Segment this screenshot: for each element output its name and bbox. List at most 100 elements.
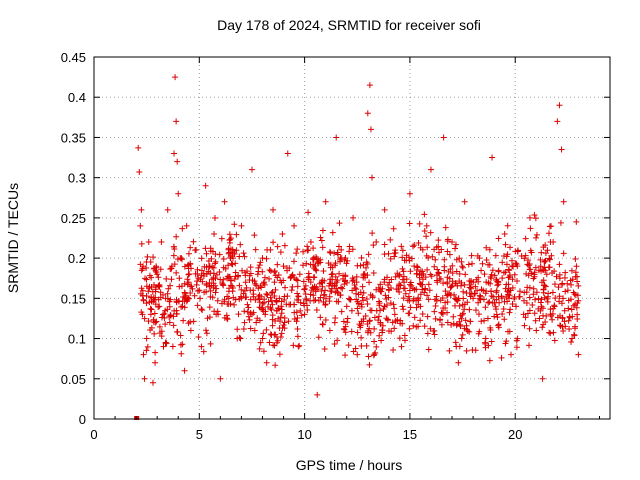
data-point [251, 232, 258, 239]
data-point [344, 257, 351, 264]
data-point [216, 269, 223, 276]
data-point [236, 253, 243, 260]
data-point [415, 240, 422, 247]
data-point [427, 325, 434, 332]
data-point [332, 262, 339, 269]
data-point [411, 242, 418, 249]
data-point [504, 222, 511, 229]
data-point [231, 221, 238, 228]
data-point [139, 292, 146, 299]
data-point [247, 264, 254, 271]
data-point [187, 327, 194, 334]
data-point [302, 290, 309, 297]
data-point [264, 246, 271, 253]
data-point [539, 375, 546, 382]
data-point [234, 335, 241, 342]
data-point [137, 222, 144, 229]
data-point [221, 198, 228, 205]
data-point [322, 316, 329, 323]
data-point [198, 255, 205, 262]
data-point [459, 331, 466, 338]
data-point [199, 278, 206, 285]
data-point [155, 274, 162, 281]
data-point [384, 317, 391, 324]
data-point [193, 281, 200, 288]
data-point [281, 325, 288, 332]
data-point [140, 263, 147, 270]
data-point [364, 110, 371, 117]
data-point [352, 284, 359, 291]
data-point [444, 298, 451, 305]
data-point [149, 379, 156, 386]
data-point [319, 244, 326, 251]
data-point [354, 329, 361, 336]
data-point [549, 289, 556, 296]
data-point [304, 243, 311, 250]
data-point [514, 277, 521, 284]
data-point [191, 292, 198, 299]
data-point [369, 230, 376, 237]
data-point [181, 263, 188, 270]
data-point [488, 293, 495, 299]
data-point [158, 333, 165, 340]
data-point [431, 327, 438, 334]
data-point [542, 242, 549, 249]
data-point [144, 343, 151, 350]
data-point [349, 275, 356, 282]
data-point [145, 318, 152, 325]
data-point [307, 291, 314, 298]
data-point [192, 247, 199, 254]
data-point [421, 289, 428, 296]
data-point [363, 342, 370, 349]
x-tick-label: 0 [90, 427, 97, 442]
data-point [274, 261, 281, 268]
data-point [476, 328, 483, 335]
data-point [387, 300, 394, 307]
data-point [461, 325, 468, 332]
data-point [221, 296, 228, 303]
data-point [399, 303, 406, 310]
data-point [198, 343, 205, 350]
data-point [182, 290, 189, 297]
data-point [203, 250, 210, 257]
data-point [370, 352, 377, 359]
data-point [269, 316, 276, 323]
data-point [231, 301, 238, 308]
data-point [513, 337, 520, 344]
data-point [544, 298, 551, 305]
data-point [406, 220, 413, 227]
data-point [278, 310, 285, 317]
data-point [456, 343, 463, 350]
data-point [331, 250, 338, 257]
data-point [504, 288, 511, 295]
data-point [302, 282, 309, 289]
data-point [290, 301, 297, 308]
data-point [469, 346, 476, 353]
data-point [533, 234, 540, 241]
data-point [362, 313, 369, 320]
data-point [135, 144, 142, 151]
data-point [392, 247, 399, 254]
data-point [533, 327, 540, 334]
y-tick-label: 0.1 [68, 332, 86, 347]
data-point [490, 293, 497, 300]
data-point [575, 282, 582, 289]
data-point [213, 271, 220, 278]
data-point [387, 236, 394, 243]
data-point [470, 295, 477, 302]
data-point [505, 291, 512, 298]
data-point [501, 230, 508, 237]
data-point [452, 302, 459, 309]
data-point [257, 259, 264, 266]
data-point [489, 154, 496, 161]
data-point [551, 337, 558, 344]
data-point [303, 260, 310, 267]
data-point [442, 224, 449, 231]
data-point [570, 289, 577, 296]
data-point [282, 284, 289, 291]
data-point [229, 261, 236, 268]
data-point [506, 267, 513, 274]
data-point [367, 126, 374, 133]
data-point [428, 273, 435, 280]
data-point [419, 311, 426, 318]
